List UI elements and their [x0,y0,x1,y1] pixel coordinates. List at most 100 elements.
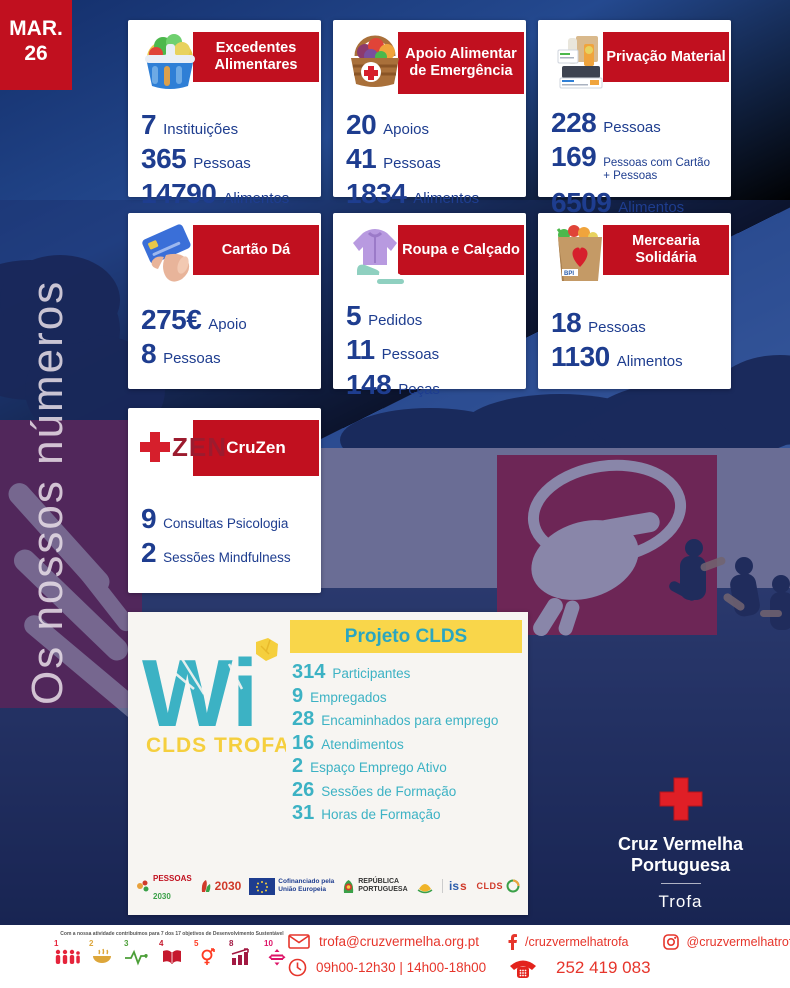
clds-ring-icon [506,879,520,893]
pessoas-2030-icon [137,880,149,892]
stat-row: 228 Pessoas [551,107,661,138]
portugal-2030-icon [201,880,210,892]
footer-bar: Com a nossa atividade contribuímos para … [0,925,790,988]
clothing-shoes-icon [341,221,409,289]
pessoas-2030-logo: PESSOAS 2030 [136,868,192,904]
date-month: MAR. [9,17,63,40]
stat-row: 9 Empregados [292,684,387,707]
stat-row: 11 Pessoas [346,334,440,366]
stat-row: 26 Sessões de Formação [292,778,457,801]
date-badge: MAR. 26 [0,0,72,90]
wi-logo-subtitle: CLDS TROFA [146,734,286,757]
sdg-goal-5: 5 [192,940,222,971]
seguranca-social-logo [416,878,434,894]
wi-logo-text: Wi [142,640,258,747]
page-title: Os nossos números [23,279,72,705]
card-cruzen: ZEN CruZen 9 Consultas Psicologia 2 Sessõe… [128,408,321,593]
sdg-goal-3: 3 [122,940,152,971]
emergency-food-basket-icon [341,28,409,96]
social-handles-row: /cruzvermelhatrofa @cruzvermelhatrofa [508,934,790,950]
groceries-card-icon [546,28,614,96]
food-basket-icon [136,28,204,96]
stat-row: 314 Participantes [292,661,411,683]
stat-row: 9 Consultas Psicologia [141,503,289,534]
stat-row: 31 Horas de Formação [292,802,441,824]
facebook-handle[interactable]: /cruzvermelhatrofa [525,935,629,949]
partner-logos-row: PESSOAS 2030 2030 Cofinanciado pela Uniã… [136,865,520,907]
contact-block: trofa@cruzvermelha.org.pt 09h00-12h30 | … [288,934,486,986]
email-link[interactable]: trofa@cruzvermelha.org.pt [319,934,480,949]
cruzen-logo: ZEN [138,430,227,464]
clock-icon [288,958,307,977]
card-privacao-material: Privação Material 228 Pessoas 169 Pessoas … [538,20,731,217]
clds-stats: 314 Participantes 9 Empregados 28 Encaminha… [292,662,498,827]
card-title: Privação Material [603,32,729,82]
opening-hours: 09h00-12h30 | 14h00-18h00 [316,960,487,975]
card-title: Apoio Alimentar de Emergência [398,32,524,94]
card-roupa-calcado: Roupa e Calçado 5 Pedidos 11 Pessoas 148 Pe… [333,213,526,399]
svg-text:BPI: BPI [564,271,574,277]
sdg-no-poverty-icon [55,949,80,964]
stat-row: 2 Sessões Mindfulness [141,537,291,569]
card-title: Excedentes Alimentares [193,32,319,82]
sdg-zero-hunger-icon [93,948,111,963]
card-mercearia-solidaria: BPI Mercearia Solidária 18 Pessoas 1130 Al… [538,213,731,389]
eu-cofinanciado-logo: Cofinanciado pela União Europeia [249,877,334,895]
iss-logo: is s [441,879,469,893]
card-title: CruZen [193,420,319,476]
stat-row: 6509 Alimentos [551,186,685,218]
sdg-goal-10: 10 [262,940,292,971]
red-cross-icon [659,777,702,821]
stat-row: 28 Encaminhados para emprego [292,708,499,730]
stat-row: 20 Apoios [346,109,430,140]
envelope-icon [288,934,310,949]
date-day: 26 [24,42,48,66]
sdg-economic-growth-icon [231,948,249,965]
stat-row: 14790 Alimentos [141,177,290,209]
stat-row: 2 Espaço Emprego Ativo [292,755,447,777]
wi-clds-trofa-logo: Wi 5G CLDS TROFA [134,634,289,774]
clds-logo: CLDS [477,879,521,893]
instagram-handle[interactable]: @cruzvermelhatrofa [686,935,790,949]
stat-row: 148 Peças [346,368,440,400]
hand-card-icon [136,221,204,289]
seguranca-social-icon [417,884,433,894]
card-apoio-alimentar: Apoio Alimentar de Emergência 20 Apoios 4… [333,20,526,208]
sdg-health-icon [125,949,148,966]
stat-row: 18 Pessoas [551,307,646,338]
sdg-education-icon [163,950,181,964]
stat-row: 169 Pessoas com Cartão + Pessoas [551,141,710,183]
sdg-goal-1: 1 [52,940,82,971]
card-cartao-da: Cartão Dá 275€ Apoio 8 Pessoas [128,213,321,389]
republica-emblem-icon [344,879,354,893]
portugal-2030-logo: 2030 [200,878,241,894]
divider [660,883,701,885]
sdg-caption: Com a nossa atividade contribuímos para … [60,931,284,937]
facebook-icon [508,934,517,950]
card-projeto-clds: Projeto CLDS Wi 5G CLDS TROFA 314 Partici… [128,612,528,915]
social-block: /cruzvermelhatrofa @cruzvermelhatrofa 25… [508,934,790,986]
phone-row: 252 419 083 [508,957,790,979]
phone-icon [510,960,536,978]
email-row: trofa@cruzvermelha.org.pt [288,934,486,949]
stat-row: 365 Pessoas [141,143,251,175]
red-cross-icon [140,432,170,462]
sdg-gender-equality-icon [201,948,215,965]
wi-logo-5g: 5G [254,712,271,727]
cvp-name: Cruz Vermelha Portuguesa [617,834,744,875]
card-title: Roupa e Calçado [398,225,524,275]
svg-text:s: s [460,879,467,893]
instagram-icon [662,934,679,950]
stat-row: 275€ Apoio [141,304,247,335]
card-title: Mercearia Solidária [603,225,729,275]
iss-icon: is s [449,879,467,893]
card-excedentes-alimentares: Excedentes Alimentares 7 Instituições 365… [128,20,321,208]
cvp-logo-block: Cruz Vermelha Portuguesa Trofa [593,775,768,912]
stat-row: 8 Pessoas [141,338,221,370]
sdg-icons-row: 1 2 3 [52,940,292,971]
eu-flag-icon [249,877,276,895]
phone-number[interactable]: 252 419 083 [556,958,651,977]
stat-row: 1130 Alimentos [551,341,683,373]
sdg-goal-8: 8 [227,940,257,971]
